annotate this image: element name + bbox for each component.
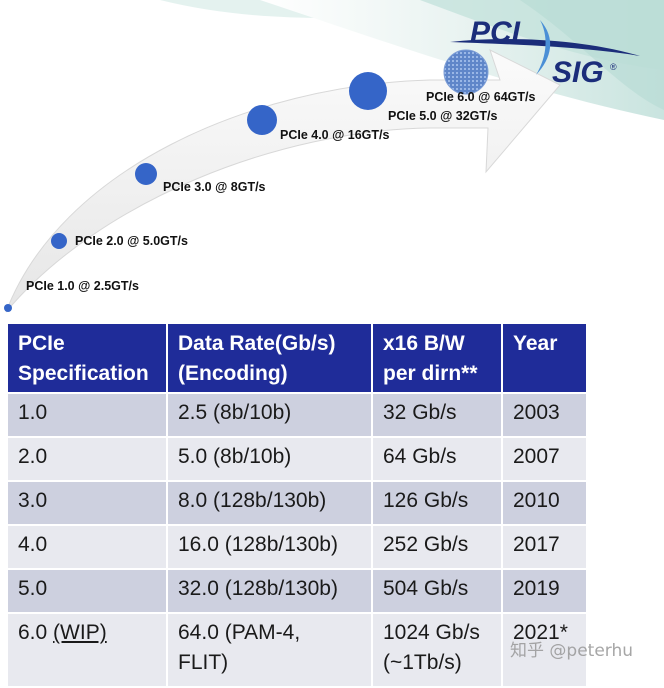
gen-label-5: PCIe 5.0 @ 32GT/s: [388, 109, 498, 123]
cell-spec: 2.0: [8, 438, 166, 480]
cell-spec: 1.0: [8, 394, 166, 436]
cell-rate: 2.5 (8b/10b): [168, 394, 371, 436]
header-data-rate: Data Rate(Gb/s) (Encoding): [168, 324, 371, 392]
cell-year: 2017: [503, 526, 586, 568]
bw-line-1: 1024 Gb/s: [383, 621, 480, 644]
table-row: 1.0 2.5 (8b/10b) 32 Gb/s 2003: [8, 394, 586, 436]
gen-dot-6: [443, 49, 489, 95]
gen-label-2: PCIe 2.0 @ 5.0GT/s: [75, 234, 188, 248]
gen-dot-1: [4, 304, 12, 312]
cell-spec: 5.0: [8, 570, 166, 612]
cell-year: 2003: [503, 394, 586, 436]
spec-value: 6.0: [18, 621, 48, 644]
cell-rate: 64.0 (PAM-4, FLIT): [168, 614, 371, 686]
logo-pci-text: PCI: [470, 16, 521, 49]
table-row: 4.0 16.0 (128b/130b) 252 Gb/s 2017: [8, 526, 586, 568]
watermark: 知乎 @peterhu: [510, 641, 634, 661]
generation-labels: PCIe 1.0 @ 2.5GT/s PCIe 2.0 @ 5.0GT/s PC…: [26, 90, 536, 293]
gen-label-4: PCIe 4.0 @ 16GT/s: [280, 128, 390, 142]
gen-dot-3: [135, 163, 157, 185]
table-header-row: PCIe Specification Data Rate(Gb/s) (Enco…: [8, 324, 586, 392]
rate-line-2: FLIT): [178, 651, 229, 674]
gen-dot-4: [247, 105, 277, 135]
cell-rate: 8.0 (128b/130b): [168, 482, 371, 524]
cell-bandwidth: 64 Gb/s: [373, 438, 501, 480]
cell-year: 2007: [503, 438, 586, 480]
header-specification: PCIe Specification: [8, 324, 166, 392]
header-year: Year: [503, 324, 586, 392]
logo-registered-mark: ®: [610, 62, 617, 72]
rate-line-1: 64.0 (PAM-4,: [178, 621, 301, 644]
gen-dot-2: [51, 233, 67, 249]
cell-rate: 16.0 (128b/130b): [168, 526, 371, 568]
cell-year: 2010: [503, 482, 586, 524]
cell-spec: 6.0 (WIP): [8, 614, 166, 686]
cell-rate: 5.0 (8b/10b): [168, 438, 371, 480]
gen-label-3: PCIe 3.0 @ 8GT/s: [163, 180, 266, 194]
pcie-roadmap-diagram: PCIe 1.0 @ 2.5GT/s PCIe 2.0 @ 5.0GT/s PC…: [4, 0, 664, 313]
growth-arrow: [5, 49, 561, 313]
cell-rate: 32.0 (128b/130b): [168, 570, 371, 612]
cell-year: 2019: [503, 570, 586, 612]
wip-note: (WIP): [53, 621, 107, 644]
cell-spec: 3.0: [8, 482, 166, 524]
logo-sig-text: SIG: [552, 56, 604, 89]
table-row: 2.0 5.0 (8b/10b) 64 Gb/s 2007: [8, 438, 586, 480]
cell-spec: 4.0: [8, 526, 166, 568]
table-row: 6.0 (WIP) 64.0 (PAM-4, FLIT) 1024 Gb/s (…: [8, 614, 586, 686]
cell-bandwidth: 32 Gb/s: [373, 394, 501, 436]
gen-dot-5: [349, 72, 387, 110]
cell-bandwidth: 504 Gb/s: [373, 570, 501, 612]
cell-year: 2021*: [503, 614, 586, 686]
generation-dots: [4, 49, 489, 312]
cell-bandwidth: 126 Gb/s: [373, 482, 501, 524]
gen-label-1: PCIe 1.0 @ 2.5GT/s: [26, 279, 139, 293]
cell-bandwidth: 252 Gb/s: [373, 526, 501, 568]
bw-line-2: (~1Tb/s): [383, 651, 462, 674]
pcie-spec-table: PCIe Specification Data Rate(Gb/s) (Enco…: [6, 322, 588, 688]
table-row: 3.0 8.0 (128b/130b) 126 Gb/s 2010: [8, 482, 586, 524]
header-bandwidth: x16 B/W per dirn**: [373, 324, 501, 392]
gen-label-6: PCIe 6.0 @ 64GT/s: [426, 90, 536, 104]
pci-sig-logo: PCI SIG ®: [450, 16, 640, 89]
table-row: 5.0 32.0 (128b/130b) 504 Gb/s 2019: [8, 570, 586, 612]
cell-bandwidth: 1024 Gb/s (~1Tb/s): [373, 614, 501, 686]
